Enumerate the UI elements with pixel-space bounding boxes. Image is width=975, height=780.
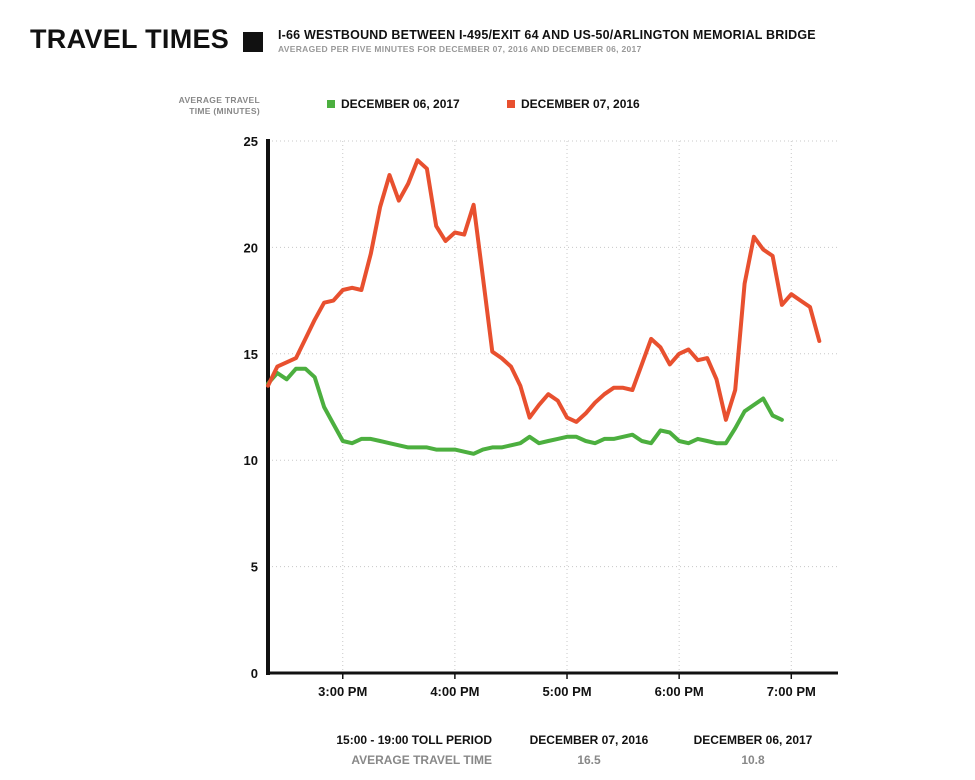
- y-tick-label-0: 0: [251, 666, 258, 681]
- x-tick-label-3: 6:00 PM: [655, 684, 704, 699]
- series-line-1: [266, 158, 822, 424]
- chart-description: AVERAGED PER FIVE MINUTES FOR DECEMBER 0…: [278, 44, 642, 54]
- summary-col2-label: DECEMBER 06, 2017: [693, 733, 813, 747]
- x-tick-label-1: 4:00 PM: [430, 684, 479, 699]
- y-axis-label-line-2: TIME (MINUTES): [189, 106, 260, 116]
- legend-item-2017: DECEMBER 06, 2017: [327, 97, 460, 111]
- x-tick-label-2: 5:00 PM: [542, 684, 591, 699]
- summary-avg-label: AVERAGE TRAVEL TIME: [351, 753, 492, 767]
- x-tick-label-0: 3:00 PM: [318, 684, 367, 699]
- legend-label-2017: DECEMBER 06, 2017: [341, 97, 460, 111]
- y-tick-label-25: 25: [244, 134, 258, 149]
- legend-swatch-2016: [507, 100, 515, 108]
- chart-title: TRAVEL TIMES: [30, 24, 230, 54]
- legend-swatch-2017: [327, 100, 335, 108]
- legend-item-2016: DECEMBER 07, 2016: [507, 97, 640, 111]
- title-square-icon: [243, 32, 263, 52]
- legend-label-2016: DECEMBER 07, 2016: [521, 97, 640, 111]
- y-tick-label-5: 5: [251, 560, 258, 575]
- y-axis-label: AVERAGE TRAVEL TIME (MINUTES): [150, 95, 260, 117]
- summary-col1-label: DECEMBER 07, 2016: [529, 733, 649, 747]
- summary-col1-value: 16.5: [577, 753, 601, 767]
- series-line-0: [266, 366, 784, 456]
- x-tick-label-4: 7:00 PM: [767, 684, 816, 699]
- y-tick-label-10: 10: [244, 453, 258, 468]
- chart-subtitle: I-66 WESTBOUND BETWEEN I-495/EXIT 64 AND…: [278, 28, 816, 42]
- y-axis-label-line-1: AVERAGE TRAVEL: [178, 95, 260, 105]
- y-tick-label-20: 20: [244, 240, 258, 255]
- summary-col2-value: 10.8: [741, 753, 765, 767]
- summary-period-label: 15:00 - 19:00 TOLL PERIOD: [336, 733, 492, 747]
- y-tick-label-15: 15: [244, 347, 258, 362]
